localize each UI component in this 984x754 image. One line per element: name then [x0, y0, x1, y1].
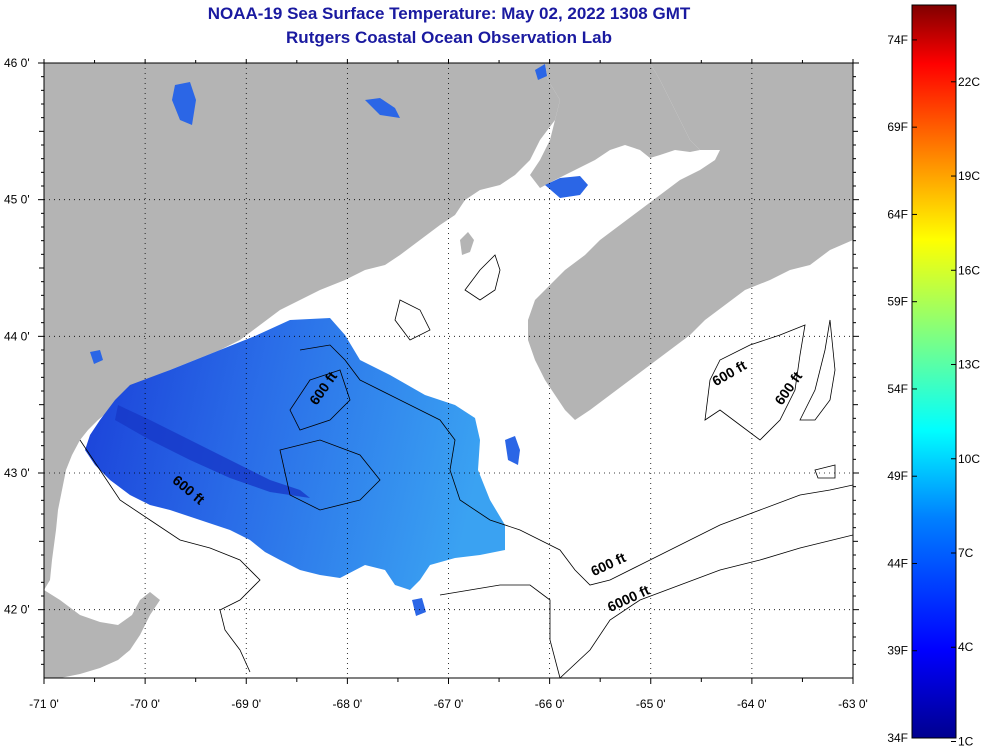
colorbar-f-label: 64F [887, 207, 908, 221]
lat-tick-label: 45 0' [4, 193, 30, 207]
map-title: NOAA-19 Sea Surface Temperature: May 02,… [207, 4, 691, 23]
lat-tick-label: 44 0' [4, 329, 30, 343]
sst-patch-small [505, 436, 520, 465]
colorbar-f-label: 44F [887, 556, 908, 570]
colorbar-c-label: 10C [958, 452, 980, 466]
colorbar-f-label: 49F [887, 469, 908, 483]
lat-tick-label: 46 0' [4, 56, 30, 70]
lon-tick-label: -64 0' [737, 697, 767, 711]
lon-tick-label: -66 0' [535, 697, 565, 711]
lat-tick-label: 43 0' [4, 466, 30, 480]
land-cape-cod [44, 590, 160, 678]
sst-patch-small [545, 176, 588, 198]
lon-tick-label: -67 0' [434, 697, 464, 711]
colorbar: 74F 69F 64F 59F 54F 49F 44F 39F 34F 22C 19C 16C 13C 1… [887, 4, 980, 748]
colorbar-f-label: 39F [887, 644, 908, 658]
sst-patch-small [365, 98, 400, 118]
sst-patch-small [412, 598, 426, 616]
land-new-brunswick [530, 63, 700, 188]
colorbar-f-label: 59F [887, 295, 908, 309]
colorbar-c-label: 16C [958, 263, 980, 277]
land-new-england [44, 63, 560, 590]
axis-tick-labels: -71 0' -70 0' -69 0' -68 0' -67 0' -66 0' -65 … [4, 56, 868, 711]
colorbar-c-label: 4C [958, 640, 974, 654]
lon-tick-label: -63 0' [838, 697, 868, 711]
lon-tick-label: -65 0' [636, 697, 666, 711]
lon-tick-label: -70 0' [130, 697, 160, 711]
lon-tick-label: -68 0' [333, 697, 363, 711]
colorbar-f-label: 34F [887, 731, 908, 745]
map-subtitle: Rutgers Coastal Ocean Observation Lab [286, 28, 612, 47]
lat-tick-label: 42 0' [4, 603, 30, 617]
colorbar-c-label: 7C [958, 546, 974, 560]
sst-patch-small [535, 64, 547, 80]
lon-tick-label: -71 0' [29, 697, 59, 711]
bathymetry-contours [79, 254, 853, 678]
sst-data-region [85, 318, 505, 590]
colorbar-f-label: 54F [887, 382, 908, 396]
land-island [460, 232, 474, 255]
land-nova-scotia [528, 63, 853, 420]
sst-patch-small [172, 82, 196, 125]
colorbar-c-label: 13C [958, 358, 980, 372]
colorbar-c-label: 19C [958, 169, 980, 183]
colorbar-c-label: 1C [958, 734, 974, 748]
colorbar-f-label: 74F [887, 33, 908, 47]
colorbar-f-label: 69F [887, 120, 908, 134]
colorbar-c-label: 22C [958, 75, 980, 89]
lon-tick-label: -69 0' [231, 697, 261, 711]
axis-ticks [38, 59, 859, 684]
sst-cold-streak [115, 405, 310, 498]
colorbar-scale [911, 4, 957, 739]
sst-patch-small [90, 350, 103, 364]
